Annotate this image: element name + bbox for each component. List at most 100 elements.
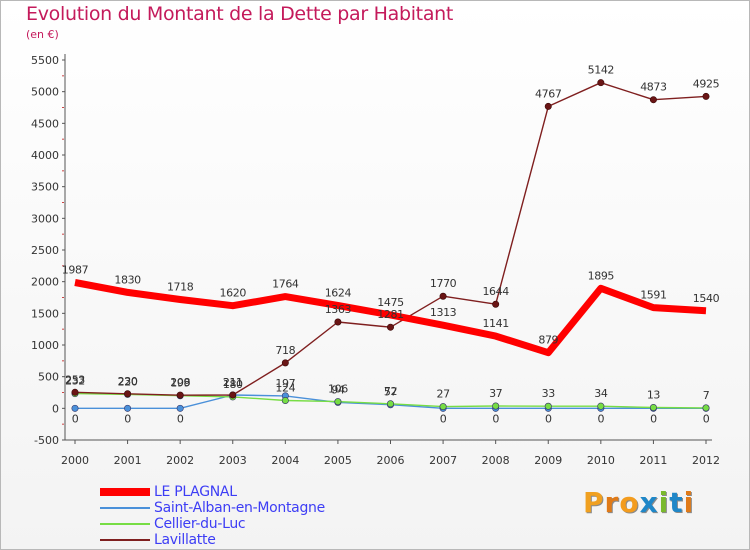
data-label: 0 [177,412,184,425]
data-label: 1644 [482,285,509,298]
data-point [492,300,500,308]
data-point [597,79,605,87]
y-tick-label: 4000 [31,149,59,162]
data-label: 4767 [535,87,562,100]
data-point [702,92,710,100]
data-label: 220 [118,375,138,388]
data-label: 106 [328,383,348,396]
data-label: 230 [118,375,138,388]
data-point [649,96,657,104]
data-label: 94 [331,383,345,396]
brand-letter: i [658,486,670,519]
data-label: 0 [703,412,710,425]
y-tick-label: 5000 [31,86,59,99]
data-label: 4925 [693,77,720,90]
y-tick-label: 5500 [31,54,59,67]
data-point [71,388,79,396]
data-point [386,400,394,408]
data-label: 253 [65,373,85,386]
data-label: 1141 [482,317,508,330]
data-label: 1830 [114,273,141,286]
brand-letter: i [683,486,695,519]
data-label: 197 [275,377,295,390]
data-point [544,102,552,110]
x-tick-label: 2002 [166,454,194,467]
series-line [74,279,707,357]
data-point [176,391,184,399]
y-tick-label: 500 [38,371,59,384]
legend-item: LE PLAGNAL [100,484,420,500]
x-tick-label: 2009 [534,454,562,467]
data-label: 34 [594,387,608,400]
series-line [74,81,707,396]
data-point [649,404,657,412]
legend-label: LE PLAGNAL [154,484,237,500]
legend-swatch [100,488,150,496]
data-label: 0 [492,412,499,425]
y-tick-label: 4500 [31,117,59,130]
data-point [124,404,132,412]
chart-title: Evolution du Montant de la Dette par Hab… [26,3,454,25]
data-point [492,402,500,410]
data-label: 1313 [430,306,457,319]
brand-letter: t [669,486,684,519]
data-label: 1363 [325,303,352,316]
brand-letter: o [619,486,640,519]
data-label: 33 [542,387,556,400]
data-label: 211 [223,376,243,389]
data-label: 718 [275,344,295,357]
x-tick-label: 2004 [271,454,299,467]
data-label: 1624 [325,286,352,299]
legend-item: Saint-Alban-en-Montagne [100,500,420,516]
data-label: 211 [223,376,243,389]
legend-label: Saint-Alban-en-Montagne [154,500,325,516]
data-label: 1540 [693,292,720,305]
data-label: 0 [440,412,447,425]
brand-letter: r [604,486,620,519]
y-tick-label: 2000 [31,276,59,289]
data-point [124,390,132,398]
data-label: 1895 [588,269,615,282]
data-point [229,391,237,399]
data-label: 57 [384,386,398,399]
data-point [544,402,552,410]
y-tick-label: 1500 [31,307,59,320]
data-point [386,323,394,331]
legend-swatch [100,539,150,541]
x-tick-label: 2000 [61,454,89,467]
data-point [176,404,184,412]
chart-subtitle: (en €) [26,28,59,41]
x-tick-label: 2008 [482,454,510,467]
data-label: 0 [650,412,657,425]
data-label: 27 [436,388,450,401]
data-point [334,318,342,326]
data-label: 232 [65,375,85,388]
x-tick-label: 2012 [692,454,720,467]
x-tick-label: 2011 [639,454,667,467]
data-label: 208 [170,376,190,389]
data-label: 1987 [62,263,89,276]
x-tick-label: 2005 [324,454,352,467]
legend-label: Cellier-du-Luc [154,516,246,532]
data-label: 1620 [220,287,247,300]
y-tick-label: 2500 [31,244,59,257]
data-label: 879 [538,334,558,347]
data-label: 7 [703,389,710,402]
x-tick-label: 2007 [429,454,457,467]
legend-swatch [100,507,150,509]
data-label: 1718 [167,281,194,294]
brand-logo: Proxiti [583,486,694,519]
data-label: 5142 [588,64,614,77]
data-label: 72 [384,385,397,398]
data-label: 199 [170,377,190,390]
data-label: 0 [72,412,79,425]
data-point [281,359,289,367]
data-point [281,396,289,404]
legend-label: Lavillatte [154,532,216,548]
legend-swatch [100,523,150,525]
y-tick-label: 3500 [31,181,59,194]
data-point [439,292,447,300]
data-label: 37 [489,387,503,400]
